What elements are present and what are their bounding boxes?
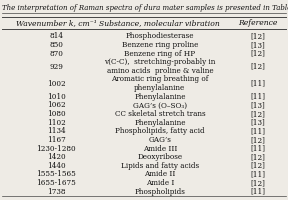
Text: [12]: [12] — [250, 63, 265, 71]
Text: [13]: [13] — [250, 101, 265, 109]
Text: Deoxyribose: Deoxyribose — [137, 153, 182, 161]
Text: 929: 929 — [49, 63, 63, 71]
Text: 1002: 1002 — [47, 80, 65, 88]
Text: 850: 850 — [49, 41, 63, 49]
Text: Reference: Reference — [238, 19, 277, 27]
Text: The interpretation of Raman spectra of dura mater samples is presented in Table : The interpretation of Raman spectra of d… — [2, 4, 288, 12]
Text: 814: 814 — [49, 32, 63, 40]
Text: Phospholipids: Phospholipids — [134, 188, 185, 196]
Text: Phenylalanine: Phenylalanine — [134, 119, 185, 127]
Text: Lipids and fatty acids: Lipids and fatty acids — [121, 162, 199, 170]
Text: 1230-1280: 1230-1280 — [36, 145, 76, 153]
Text: [12]: [12] — [250, 50, 265, 58]
Text: [12]: [12] — [250, 110, 265, 118]
Text: 870: 870 — [49, 50, 63, 58]
Text: 1102: 1102 — [47, 119, 66, 127]
Text: 1555-1565: 1555-1565 — [36, 170, 76, 178]
Text: GAG’s: GAG’s — [148, 136, 171, 144]
Text: 1062: 1062 — [47, 101, 65, 109]
Text: v(C-C),  stretching-probably in
amino acids  proline & valine: v(C-C), stretching-probably in amino aci… — [104, 58, 215, 75]
Text: 1080: 1080 — [47, 110, 65, 118]
Text: [11]: [11] — [250, 93, 265, 101]
Text: [13]: [13] — [250, 41, 265, 49]
Text: [11]: [11] — [250, 188, 265, 196]
Text: [11]: [11] — [250, 170, 265, 178]
Text: Wavenumber k, cm⁻¹: Wavenumber k, cm⁻¹ — [16, 19, 96, 27]
Text: [12]: [12] — [250, 162, 265, 170]
Text: [11]: [11] — [250, 80, 265, 88]
Text: 1655-1675: 1655-1675 — [36, 179, 76, 187]
Text: Amide III: Amide III — [143, 145, 177, 153]
Text: [11]: [11] — [250, 145, 265, 153]
Text: [12]: [12] — [250, 136, 265, 144]
Text: 1167: 1167 — [47, 136, 66, 144]
Text: 1738: 1738 — [47, 188, 65, 196]
Text: 1420: 1420 — [47, 153, 65, 161]
Text: Aromatic ring breathing of
phenylalanine: Aromatic ring breathing of phenylalanine — [111, 75, 209, 92]
Text: 1440: 1440 — [47, 162, 65, 170]
Text: CC skeletal stretch trans: CC skeletal stretch trans — [115, 110, 205, 118]
Text: GAG’s (O–SO₃): GAG’s (O–SO₃) — [133, 101, 187, 109]
Text: Phosphodiesterase: Phosphodiesterase — [126, 32, 194, 40]
Text: Phospholipids, fatty acid: Phospholipids, fatty acid — [115, 127, 205, 135]
Text: [12]: [12] — [250, 179, 265, 187]
Text: 1010: 1010 — [47, 93, 66, 101]
Text: [11]: [11] — [250, 127, 265, 135]
Text: Amide II: Amide II — [144, 170, 175, 178]
Text: Amide I: Amide I — [146, 179, 174, 187]
Text: 1134: 1134 — [47, 127, 65, 135]
Text: [12]: [12] — [250, 32, 265, 40]
Text: Substance, molecular vibration: Substance, molecular vibration — [99, 19, 220, 27]
Text: Benzene ring of HP: Benzene ring of HP — [124, 50, 195, 58]
Text: Phenylalanine: Phenylalanine — [134, 93, 185, 101]
Text: Benzene ring proline: Benzene ring proline — [122, 41, 198, 49]
Text: [12]: [12] — [250, 153, 265, 161]
Text: [13]: [13] — [250, 119, 265, 127]
